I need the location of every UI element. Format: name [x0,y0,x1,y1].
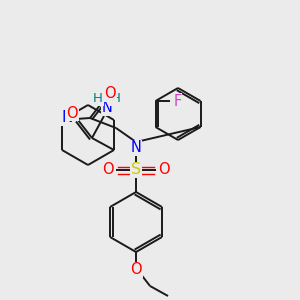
Text: O: O [104,86,116,101]
Text: N: N [101,100,112,116]
Text: O: O [158,163,170,178]
Text: O: O [130,262,142,278]
Text: H: H [93,92,103,106]
Text: N: N [130,140,142,155]
Text: N: N [61,110,73,125]
Text: H: H [111,92,121,106]
Text: S: S [131,163,141,178]
Text: O: O [66,106,78,121]
Text: F: F [173,94,181,109]
Text: O: O [102,163,114,178]
